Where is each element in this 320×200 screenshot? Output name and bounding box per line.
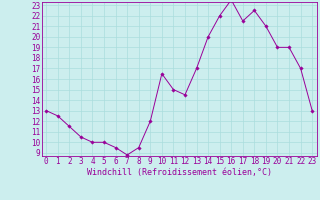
- X-axis label: Windchill (Refroidissement éolien,°C): Windchill (Refroidissement éolien,°C): [87, 168, 272, 177]
